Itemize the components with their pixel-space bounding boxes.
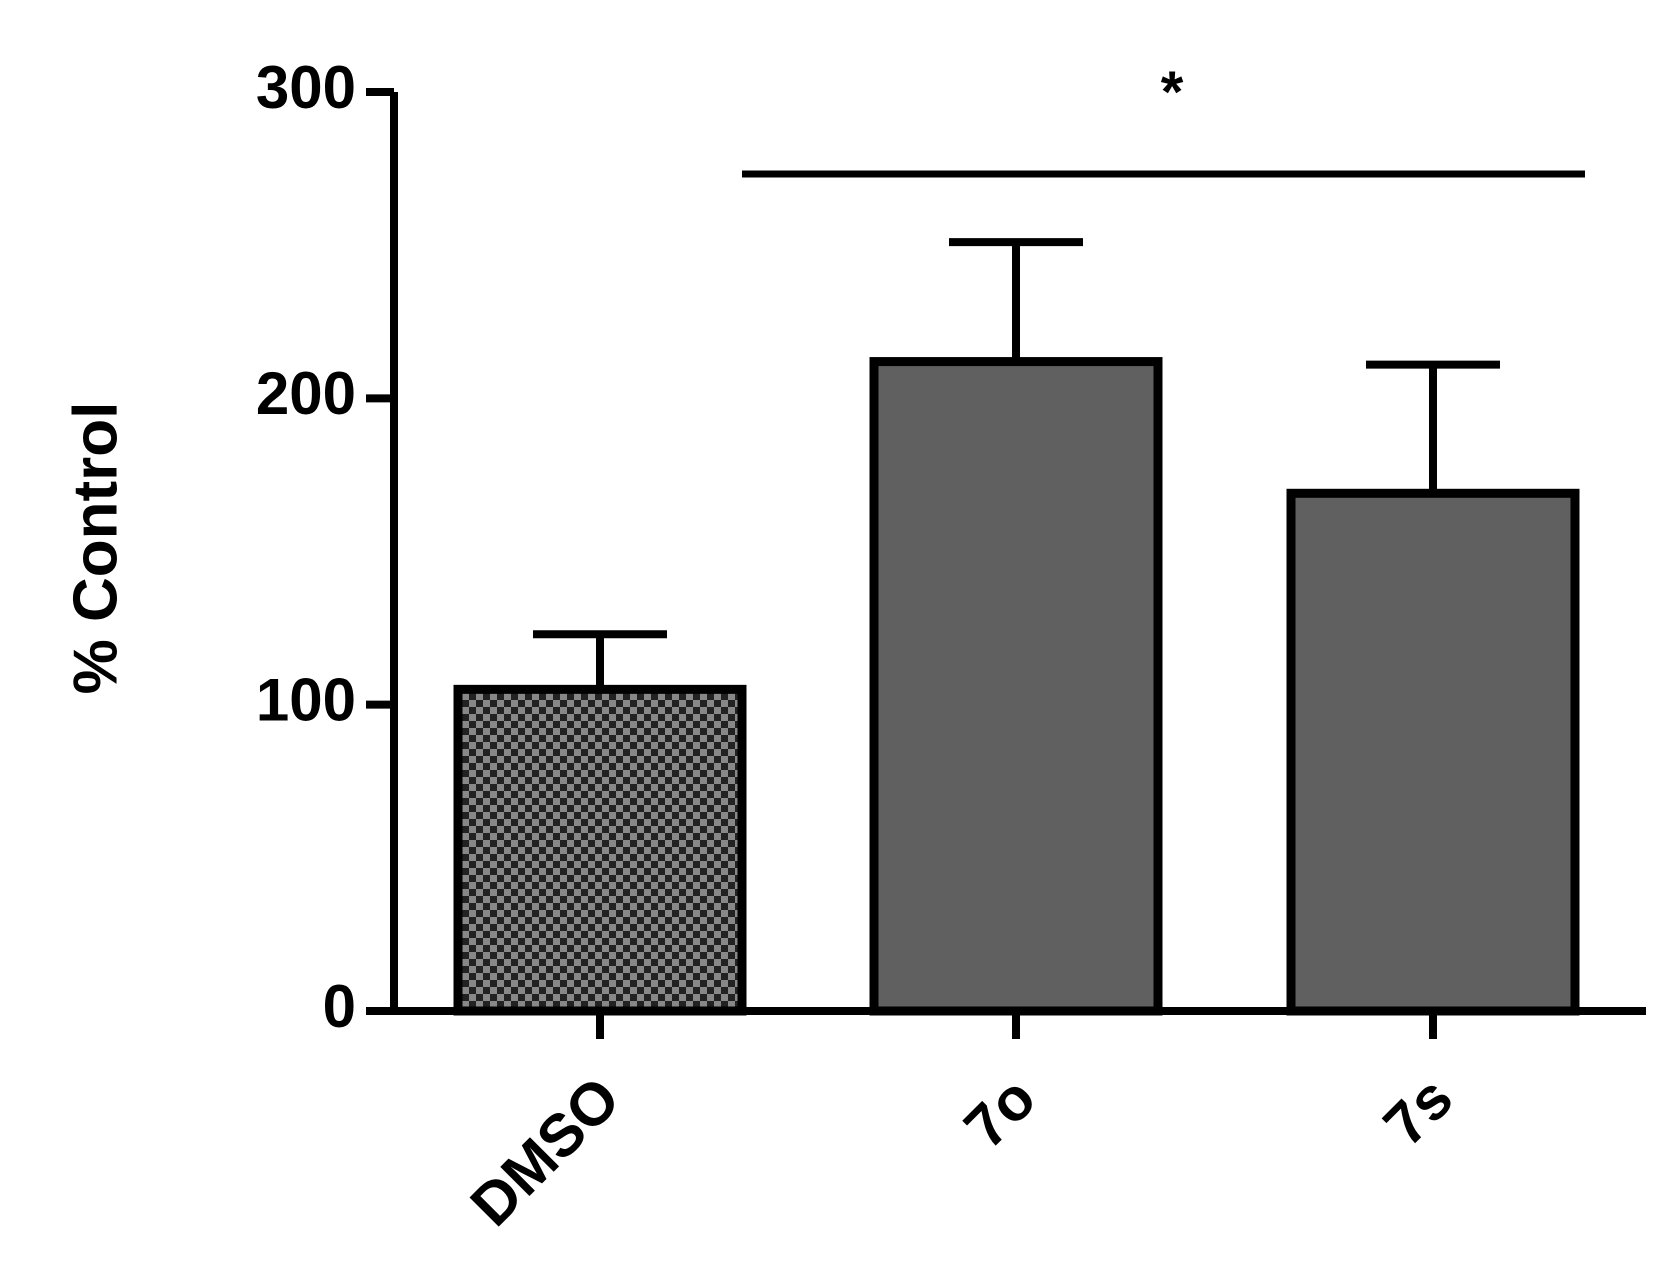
x-tick-label: 7o bbox=[951, 1064, 1048, 1161]
significance-annotation: * bbox=[1161, 60, 1184, 125]
y-axis-label: % Control bbox=[61, 402, 130, 695]
y-tick-label: 100 bbox=[256, 667, 356, 734]
y-tick-label: 200 bbox=[256, 360, 356, 427]
x-tick-label: 7s bbox=[1371, 1064, 1466, 1159]
y-tick-label: 0 bbox=[323, 973, 356, 1040]
bar bbox=[1286, 488, 1580, 1016]
y-tick-label: 300 bbox=[256, 54, 356, 121]
x-tick-label: DMSO bbox=[458, 1064, 633, 1239]
bar bbox=[869, 357, 1163, 1016]
bar bbox=[453, 684, 747, 1016]
